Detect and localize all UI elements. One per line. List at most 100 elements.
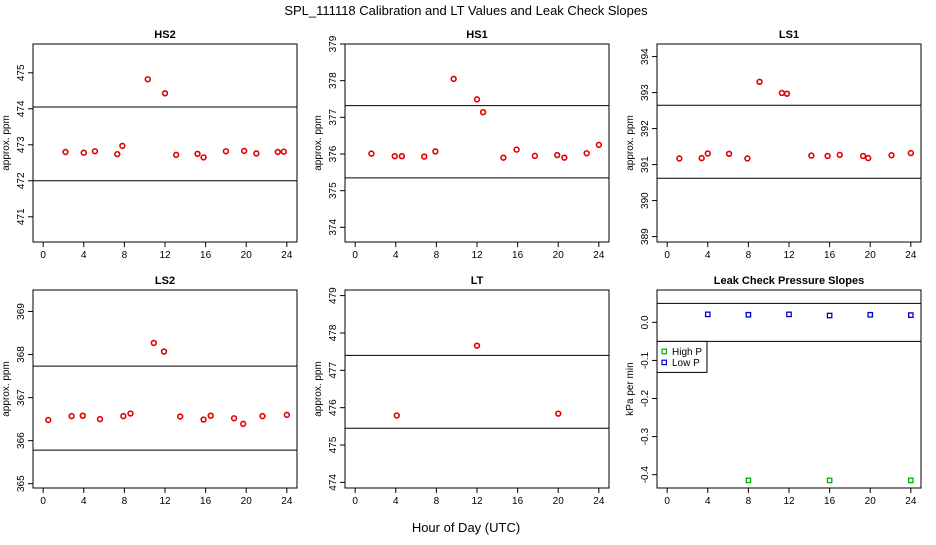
x-tick-label: 4 bbox=[705, 496, 711, 507]
data-point bbox=[119, 142, 126, 150]
y-axis-label: approx. ppm bbox=[313, 115, 324, 171]
y-axis-label: approx. ppm bbox=[625, 115, 636, 171]
data-point bbox=[907, 477, 914, 484]
x-tick-label: 16 bbox=[512, 250, 524, 261]
y-tick-label: 391 bbox=[640, 156, 651, 173]
y-tick-label: 475 bbox=[328, 436, 339, 453]
data-point bbox=[479, 108, 487, 116]
x-tick-label: 20 bbox=[241, 496, 253, 507]
y-tick-label: 472 bbox=[16, 172, 27, 189]
data-point bbox=[836, 151, 843, 159]
panel-title: LS1 bbox=[779, 29, 799, 41]
y-tick-label: 369 bbox=[16, 303, 27, 320]
legend-label: Low P bbox=[672, 358, 700, 369]
y-axis-label: approx. ppm bbox=[1, 361, 12, 417]
y-axis-label: kPa per min bbox=[625, 362, 636, 415]
data-point bbox=[826, 477, 833, 484]
panel-title: HS1 bbox=[466, 29, 487, 41]
x-tick-label: 4 bbox=[393, 496, 399, 507]
x-tick-label: 12 bbox=[159, 250, 171, 261]
data-point bbox=[222, 148, 230, 155]
x-tick-label: 4 bbox=[705, 250, 711, 261]
panels: HS2 approx. ppm 0 4 8 12 16 20 24 471 472 473 474 475… bbox=[1, 29, 922, 507]
y-tick-label: 368 bbox=[16, 346, 27, 363]
data-point bbox=[161, 90, 169, 97]
legend-marker bbox=[661, 348, 668, 355]
data-point bbox=[393, 412, 400, 419]
y-tick-label: 378 bbox=[328, 72, 339, 89]
x-tick-label: 8 bbox=[122, 496, 128, 507]
y-axis-label: approx. ppm bbox=[313, 361, 324, 417]
legend-label: High P bbox=[672, 347, 702, 358]
data-point bbox=[259, 412, 266, 420]
x-tick-label: 20 bbox=[241, 250, 253, 261]
y-tick-label: -0.4 bbox=[640, 466, 651, 484]
y-tick-label: 0.0 bbox=[640, 315, 651, 329]
x-tick-label: 24 bbox=[281, 250, 293, 261]
plot-frame bbox=[32, 289, 298, 489]
x-tick-label: 8 bbox=[122, 250, 128, 261]
y-tick-label: 390 bbox=[640, 192, 651, 209]
y-tick-label: 392 bbox=[640, 120, 651, 137]
x-tick-label: 0 bbox=[40, 496, 46, 507]
x-tick-label: 24 bbox=[593, 250, 605, 261]
data-point bbox=[96, 415, 104, 423]
x-tick-label: 8 bbox=[434, 496, 440, 507]
x-tick-label: 8 bbox=[434, 250, 440, 261]
figure-title: SPL_111118 Calibration and LT Values and… bbox=[284, 3, 648, 18]
data-point bbox=[391, 153, 398, 160]
data-point bbox=[725, 150, 733, 158]
x-tick-label: 0 bbox=[664, 496, 670, 507]
data-point bbox=[531, 152, 539, 160]
y-tick-label: 365 bbox=[16, 475, 27, 492]
panel-1: HS2 approx. ppm 0 4 8 12 16 20 24 471 472 473 474 475 bbox=[1, 29, 298, 261]
y-tick-label: 471 bbox=[16, 208, 27, 225]
data-point bbox=[513, 146, 520, 153]
data-point bbox=[826, 312, 833, 319]
y-tick-label: 479 bbox=[328, 287, 339, 304]
data-point bbox=[595, 141, 603, 149]
data-point bbox=[907, 149, 915, 157]
data-point bbox=[114, 150, 121, 158]
data-point bbox=[398, 153, 406, 160]
data-point bbox=[45, 416, 52, 424]
x-tick-label: 4 bbox=[81, 250, 87, 261]
x-tick-label: 12 bbox=[471, 496, 483, 507]
x-tick-label: 16 bbox=[824, 250, 836, 261]
plot-frame bbox=[656, 289, 922, 489]
data-point bbox=[68, 412, 75, 420]
x-tick-label: 8 bbox=[746, 496, 752, 507]
data-point bbox=[859, 152, 867, 160]
x-tick-label: 8 bbox=[746, 250, 752, 261]
data-point bbox=[283, 411, 291, 419]
data-point bbox=[745, 311, 752, 318]
data-point bbox=[280, 148, 287, 155]
panel-title: LT bbox=[471, 275, 484, 287]
y-tick-label: -0.2 bbox=[640, 389, 651, 407]
y-tick-label: 476 bbox=[328, 399, 339, 416]
data-point bbox=[808, 152, 815, 159]
data-point bbox=[177, 413, 184, 420]
data-point bbox=[79, 412, 86, 419]
data-point bbox=[253, 150, 260, 157]
data-point bbox=[200, 416, 207, 423]
plot-frame bbox=[344, 289, 610, 489]
y-tick-label: 376 bbox=[328, 145, 339, 162]
x-tick-label: 20 bbox=[865, 496, 877, 507]
data-point bbox=[561, 154, 568, 161]
y-tick-label: -0.3 bbox=[640, 428, 651, 446]
panel-2: HS1 approx. ppm 0 4 8 12 16 20 24 374 375 376 377 378… bbox=[313, 29, 610, 261]
panel-4: LS2 approx. ppm 0 4 8 12 16 20 24 365 366 367 368 369 bbox=[1, 275, 298, 507]
panel-title: LS2 bbox=[155, 275, 175, 287]
panel-6: Leak Check Pressure Slopes kPa per min 0 4 8… bbox=[625, 275, 922, 507]
data-point bbox=[473, 96, 481, 103]
x-tick-label: 12 bbox=[783, 250, 795, 261]
x-tick-label: 24 bbox=[281, 496, 293, 507]
data-point bbox=[554, 151, 561, 159]
y-tick-label: 477 bbox=[328, 362, 339, 379]
y-tick-label: 478 bbox=[328, 324, 339, 341]
data-point bbox=[274, 148, 281, 156]
data-point bbox=[745, 477, 752, 484]
